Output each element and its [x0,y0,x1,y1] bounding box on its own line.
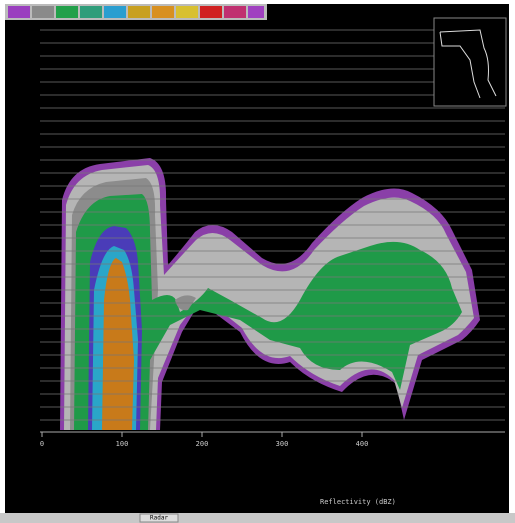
map-outline [439,29,497,99]
legend-swatch [224,6,246,18]
legend-swatch [176,6,198,18]
color-legend [5,4,267,20]
x-axis-labels: 0 100 200 300 400 [40,432,368,448]
inset-map [433,17,507,107]
echo-green [74,194,462,430]
legend-swatch [152,6,174,18]
echo-orange [102,258,134,430]
status-text: Reflectivity (dBZ) [320,498,396,506]
x-tick-label: 300 [276,440,289,448]
taskbar-button[interactable] [139,513,179,523]
legend-swatch [80,6,102,18]
legend-swatch [32,6,54,18]
legend-swatch [56,6,78,18]
legend-swatch [248,6,264,18]
x-tick-label: 100 [116,440,129,448]
legend-swatch [128,6,150,18]
legend-swatch [104,6,126,18]
height-lines [40,29,505,421]
taskbar-item[interactable]: Radar [150,515,168,522]
x-tick-label: 400 [356,440,369,448]
legend-swatch [8,6,30,18]
taskbar [0,513,515,523]
legend-swatch [200,6,222,18]
x-tick-label: 0 [40,440,44,448]
x-tick-label: 200 [196,440,209,448]
echo-light-gray [64,165,474,430]
